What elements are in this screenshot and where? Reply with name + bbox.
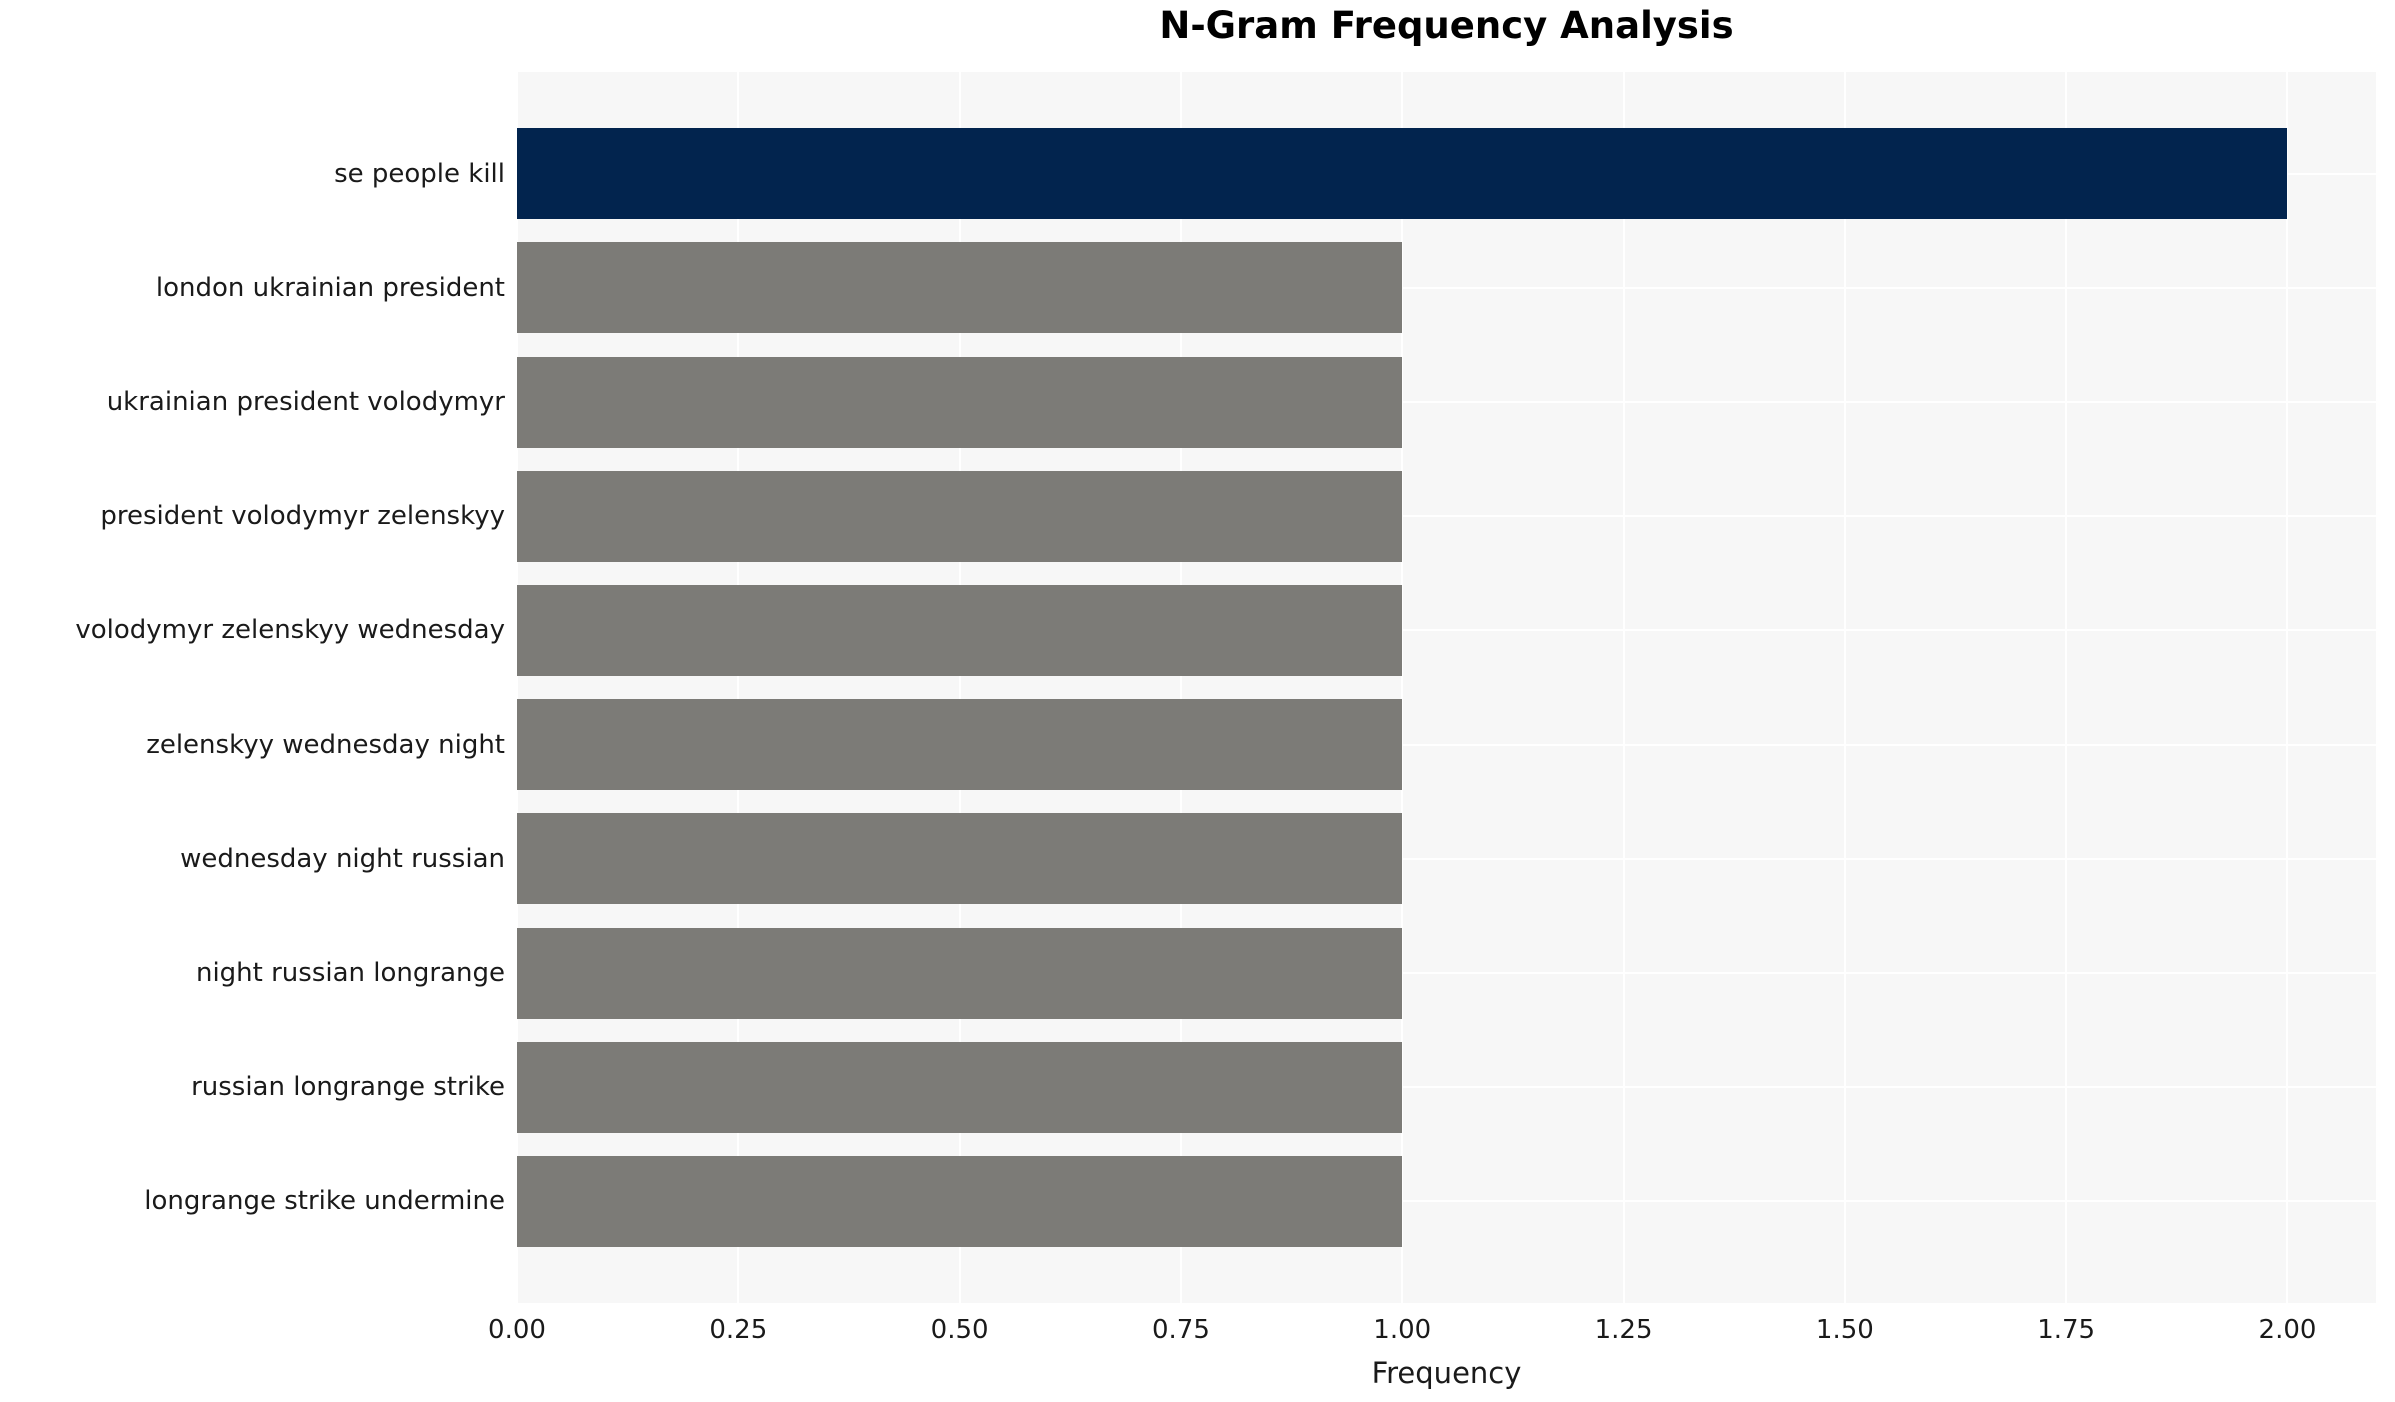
x-tick-label: 0.25 [709, 1315, 768, 1345]
x-gridline [1843, 72, 1846, 1303]
x-gridline [1401, 72, 1404, 1303]
bar-ukrainian-president-volodymyr [517, 356, 1403, 448]
bar-zelenskyy-wednesday-night [517, 699, 1403, 791]
x-tick-label: 0.00 [488, 1315, 546, 1345]
bar-volodymyr-zelenskyy-wednesday [517, 584, 1403, 676]
x-tick-label: 1.00 [1373, 1315, 1432, 1345]
y-tick-label: russian longrange strike [191, 1072, 505, 1103]
y-gridline [517, 515, 2376, 518]
x-tick-label: 1.50 [1815, 1315, 1874, 1345]
y-gridline [517, 743, 2376, 746]
x-gridline [516, 72, 518, 1303]
y-gridline [517, 286, 2376, 289]
y-gridline [517, 857, 2376, 860]
bar-night-russian-longrange [517, 927, 1403, 1019]
y-gridline [517, 629, 2376, 632]
x-gridline [1179, 72, 1182, 1303]
x-tick-label: 1.25 [1594, 1315, 1653, 1345]
bar-london-ukrainian-president [517, 242, 1403, 334]
bar-se-people-kill [517, 128, 2288, 220]
y-gridline [517, 401, 2376, 403]
x-gridline [737, 72, 740, 1303]
x-gridline [2286, 72, 2289, 1303]
y-gridline [517, 1086, 2376, 1089]
y-tick-label: zelenskyy wednesday night [146, 729, 505, 760]
y-tick-label: se people kill [334, 158, 505, 189]
x-axis-label: Frequency [1371, 1356, 1522, 1390]
y-gridline [517, 972, 2376, 974]
x-tick-label: 2.00 [2258, 1315, 2317, 1345]
bar-longrange-strike-undermine [517, 1155, 1403, 1247]
y-tick-label: night russian longrange [195, 958, 505, 988]
y-tick-label: london ukrainian president [155, 272, 505, 303]
y-gridline [517, 1200, 2376, 1203]
x-gridline [1622, 72, 1625, 1303]
x-tick-label: 0.50 [930, 1315, 989, 1345]
bar-wednesday-night-russian [517, 813, 1403, 905]
y-tick-label: president volodymyr zelenskyy [100, 501, 505, 532]
y-tick-label: volodymyr zelenskyy wednesday [75, 615, 505, 646]
bar-russian-longrange-strike [517, 1041, 1403, 1133]
y-tick-label: wednesday night russian [180, 843, 505, 874]
chart-title: N-Gram Frequency Analysis [1159, 4, 1734, 47]
bar-president-volodymyr-zelenskyy [517, 470, 1403, 562]
y-tick-label: longrange strike undermine [144, 1186, 505, 1217]
plot-area [516, 72, 2376, 1303]
x-tick-label: 1.75 [2037, 1315, 2096, 1345]
x-gridline [958, 72, 961, 1303]
x-gridline [2065, 72, 2068, 1303]
x-tick-label: 0.75 [1151, 1315, 1210, 1345]
y-tick-label: ukrainian president volodymyr [106, 387, 505, 417]
